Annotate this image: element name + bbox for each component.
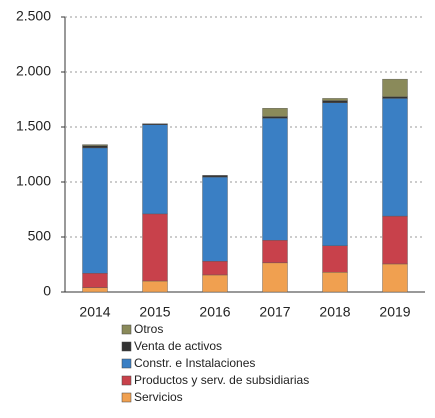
bar-segment: [382, 98, 408, 217]
legend-label: Otros: [134, 322, 163, 336]
legend-swatch: [121, 375, 132, 386]
bar-segment: [262, 262, 288, 293]
x-tick-label: 2016: [199, 304, 230, 320]
y-tick-label: 1.000: [16, 173, 51, 189]
legend-swatch: [121, 324, 132, 335]
bar-segment: [322, 272, 348, 293]
y-tick-label: 2.000: [16, 63, 51, 79]
legend-label: Productos y serv. de subsidiarias: [134, 373, 309, 387]
bar-segment: [382, 96, 408, 99]
legend-swatch: [121, 392, 132, 403]
bar-segment: [262, 240, 288, 264]
legend-swatch: [121, 341, 132, 352]
bar-segment: [202, 175, 228, 178]
bar-segment: [322, 245, 348, 273]
bar-segment: [82, 147, 108, 274]
bar-segment: [322, 98, 348, 101]
x-tick-label: 2019: [379, 304, 410, 320]
x-tick-label: 2014: [79, 304, 110, 320]
bar-segment: [142, 280, 168, 293]
y-tick-label: 0: [43, 283, 51, 299]
bar-segment: [142, 124, 168, 215]
bar-segment: [382, 78, 408, 97]
bar-segment: [142, 123, 168, 125]
bar-segment: [202, 261, 228, 276]
x-tick-label: 2015: [139, 304, 170, 320]
bar-segment: [82, 145, 108, 149]
y-tick-label: 1.500: [16, 118, 51, 134]
bar-segment: [262, 117, 288, 241]
bar-segment: [262, 116, 288, 119]
bar-segment: [382, 215, 408, 265]
bar-segment: [82, 287, 108, 293]
y-tick-label: 500: [28, 228, 52, 244]
bar-segment: [202, 274, 228, 293]
bar-segment: [202, 176, 228, 262]
legend-swatch: [121, 358, 132, 369]
legend-label: Constr. e Instalaciones: [134, 356, 255, 370]
x-tick-label: 2018: [319, 304, 350, 320]
bar-segment: [82, 144, 108, 146]
x-tick-label: 2017: [259, 304, 290, 320]
bar-segment: [322, 102, 348, 247]
legend-label: Venta de activos: [134, 339, 222, 353]
bar-segment: [382, 263, 408, 293]
bar-segment: [142, 213, 168, 282]
bar-segment: [82, 273, 108, 288]
bar-segment: [262, 108, 288, 117]
legend-label: Servicios: [134, 390, 183, 404]
y-tick-label: 2.500: [16, 8, 51, 24]
bar-segment: [322, 100, 348, 103]
